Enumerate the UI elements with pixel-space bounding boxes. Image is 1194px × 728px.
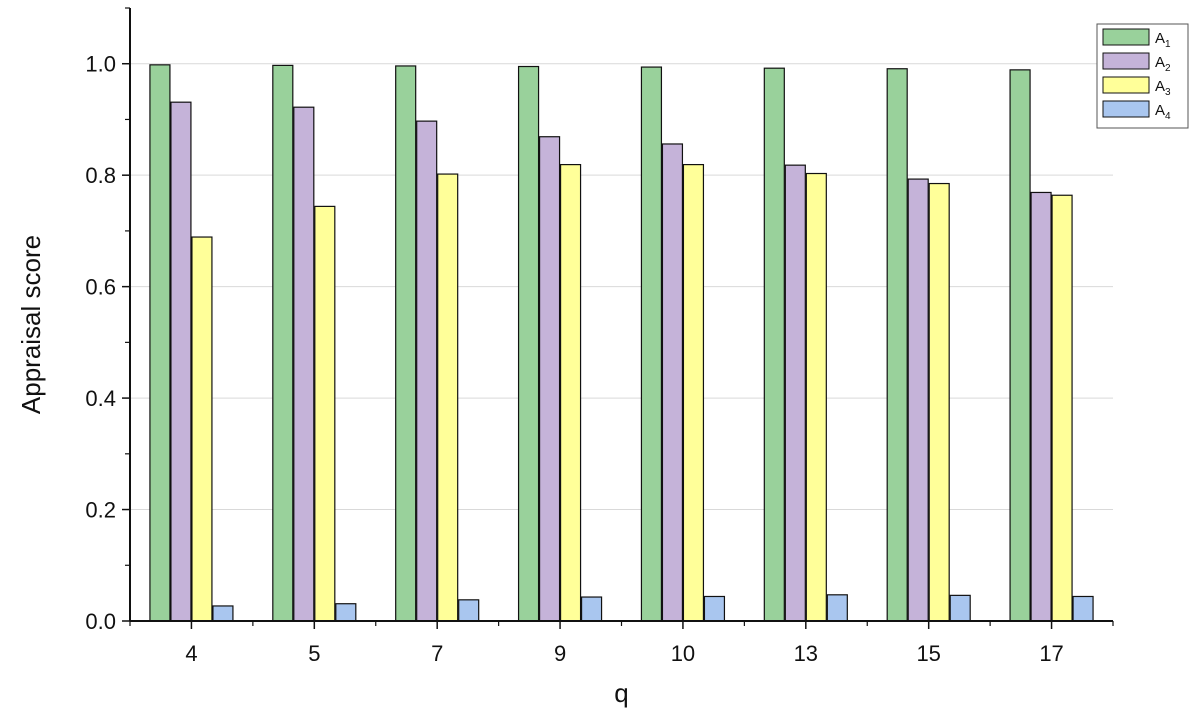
bar-a4-q7 [458, 599, 480, 622]
bar-a3-q9 [559, 163, 582, 622]
bar-a3-q15 [928, 182, 950, 622]
bar-a2-q5 [293, 106, 315, 622]
bar-a3-q17 [1051, 194, 1073, 622]
bar-a4-q15 [949, 594, 971, 622]
ticks-layer: 0.0 0.2 0.4 0.6 0.8 1.0 4 5 7 9 10 13 15 17 [85, 7, 1114, 666]
x-tick-label: 4 [185, 641, 197, 666]
legend-label-subscript: 4 [1165, 111, 1171, 122]
bar-a1-q5 [272, 64, 294, 622]
y-tick-label: 0.6 [85, 275, 116, 300]
y-axis-title: Appraisal score [16, 235, 46, 414]
y-tick-label: 0.2 [85, 498, 116, 523]
legend-label: A1 [1155, 30, 1171, 50]
x-tick-label: 10 [671, 641, 695, 666]
bar-a4-q13 [826, 594, 848, 622]
bar-a1-q13 [763, 67, 785, 622]
x-tick-label: 15 [916, 641, 940, 666]
bar-a3-q7 [437, 173, 459, 622]
legend-label: A4 [1155, 102, 1171, 122]
bar-a2-q15 [907, 178, 929, 622]
bar-a1-q7 [395, 65, 417, 622]
y-tick-label: 1.0 [85, 52, 116, 77]
bar-a2-q10 [661, 143, 684, 622]
bar-a2-q17 [1030, 191, 1052, 622]
bar-a2-q9 [538, 136, 561, 622]
bar-a4-q10 [703, 595, 726, 622]
bar-a1-q17 [1009, 69, 1031, 622]
bars-layer [149, 64, 1094, 622]
y-tick-label: 0.4 [85, 386, 116, 411]
legend-label-subscript: 2 [1165, 63, 1171, 74]
bar-a1-q10 [640, 66, 663, 622]
bar-a3-q13 [805, 172, 827, 622]
bar-a2-q7 [416, 120, 438, 622]
x-tick-label: 17 [1039, 641, 1063, 666]
bar-a4-q9 [580, 596, 603, 622]
legend-swatch [1102, 28, 1150, 46]
legend-label-main: A [1155, 30, 1165, 47]
legend-swatch [1102, 52, 1150, 70]
legend-label-main: A [1155, 102, 1165, 119]
bar-a3-q10 [682, 163, 705, 622]
legend-label-subscript: 3 [1165, 87, 1171, 98]
legend-swatch [1102, 76, 1150, 94]
legend-swatch [1102, 100, 1150, 118]
bar-a4-q17 [1072, 595, 1094, 622]
bar-a4-q5 [335, 603, 357, 622]
bar-a4-q4 [212, 605, 234, 622]
x-axis-title: q [614, 678, 628, 708]
y-tick-label: 0.8 [85, 163, 116, 188]
x-tick-label: 9 [554, 641, 566, 666]
legend-label-main: A [1155, 54, 1165, 71]
y-tick-label: 0.0 [85, 609, 116, 634]
bar-a3-q5 [314, 205, 336, 622]
x-tick-label: 7 [431, 641, 443, 666]
legend-label: A3 [1155, 78, 1171, 98]
bar-a3-q4 [191, 236, 213, 622]
legend-label-subscript: 1 [1165, 39, 1171, 50]
x-tick-label: 13 [794, 641, 818, 666]
x-tick-label: 5 [308, 641, 320, 666]
bar-a1-q4 [149, 64, 171, 622]
bar-a1-q9 [517, 65, 540, 622]
legend-label: A2 [1155, 54, 1171, 74]
bar-a2-q13 [784, 164, 806, 622]
bar-a2-q4 [170, 101, 192, 622]
bar-a1-q15 [886, 68, 908, 622]
legend-label-main: A [1155, 78, 1165, 95]
